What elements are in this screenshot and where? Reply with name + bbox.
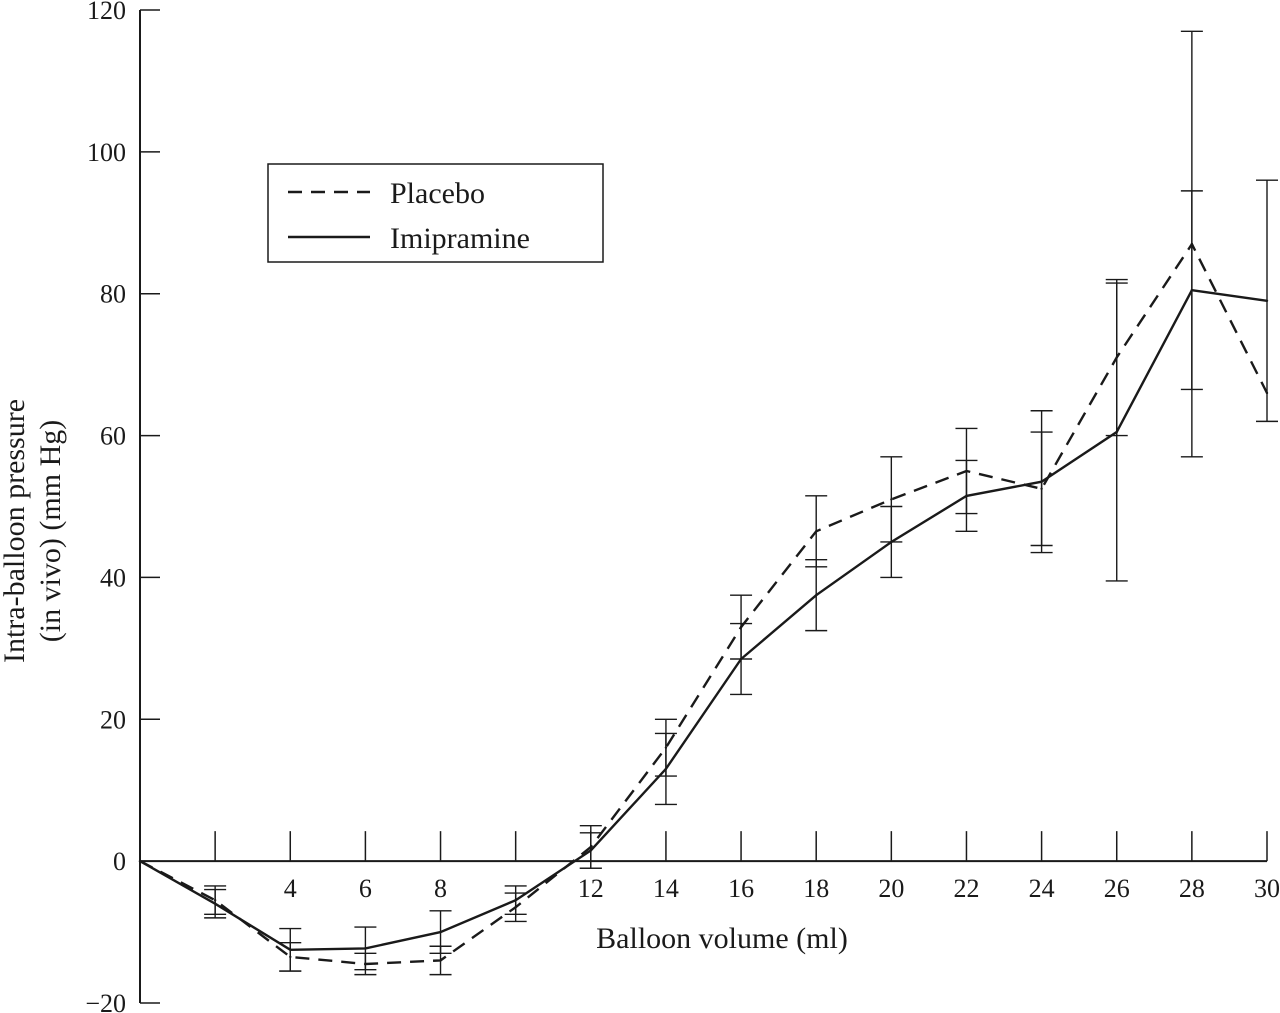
y-tick-label: −20 bbox=[85, 989, 126, 1013]
y-tick-label: 40 bbox=[100, 563, 126, 592]
point-imipramine bbox=[965, 494, 968, 498]
legend: Placebo Imipramine bbox=[267, 163, 604, 263]
point-imipramine bbox=[364, 947, 367, 950]
series-imipramine bbox=[138, 179, 1278, 972]
line-imipramine bbox=[139, 288, 1268, 952]
point-imipramine bbox=[1040, 480, 1043, 483]
point-imipramine bbox=[138, 859, 142, 863]
x-tick-label: 16 bbox=[728, 874, 754, 903]
x-axis-title: Balloon volume (ml) bbox=[596, 922, 848, 955]
x-tick-label: 6 bbox=[359, 874, 372, 903]
x-tick-label: 26 bbox=[1104, 874, 1130, 903]
legend-box bbox=[267, 163, 604, 263]
x-tick-label: 20 bbox=[878, 874, 904, 903]
x-tick-label: 12 bbox=[578, 874, 604, 903]
y-tick-label: 60 bbox=[100, 422, 126, 451]
legend-label-imipramine: Imipramine bbox=[390, 222, 530, 255]
point-imipramine bbox=[664, 767, 668, 771]
point-imipramine bbox=[439, 930, 442, 934]
legend-label-placebo: Placebo bbox=[390, 177, 485, 210]
y-tick-label: 20 bbox=[100, 705, 126, 734]
y-tick-label: 100 bbox=[87, 138, 126, 167]
y-axis-title: Intra-balloon pressure (in vivo) (mm Hg) bbox=[0, 399, 67, 663]
x-tick-label: 4 bbox=[284, 874, 297, 903]
y-tick-label: 0 bbox=[113, 847, 126, 876]
point-placebo bbox=[815, 530, 818, 533]
line-placebo bbox=[139, 241, 1269, 966]
x-tick-label: 18 bbox=[803, 874, 829, 903]
y-axis-title-line-1: Intra-balloon pressure bbox=[0, 399, 31, 663]
point-imipramine bbox=[589, 849, 592, 852]
x-tick-label: 8 bbox=[434, 874, 447, 903]
point-imipramine bbox=[890, 540, 893, 544]
x-tick-label: 30 bbox=[1254, 874, 1280, 903]
y-tick-label: 80 bbox=[100, 280, 126, 309]
y-axis-title-line-2: (in vivo) (mm Hg) bbox=[34, 420, 67, 642]
x-tick-label: 22 bbox=[953, 874, 979, 903]
y-tick-label: 120 bbox=[87, 0, 126, 25]
x-tick-label: 14 bbox=[653, 874, 679, 903]
point-imipramine bbox=[289, 948, 292, 952]
point-imipramine bbox=[815, 593, 818, 597]
point-imipramine bbox=[1115, 430, 1118, 434]
axes: −20 0 20 40 60 80 100 120 4 6 8 12 14 16 18 20 22 24 26 28 3… bbox=[85, 0, 1280, 1013]
point-imipramine bbox=[514, 898, 517, 902]
point-imipramine bbox=[739, 657, 743, 661]
point-imipramine bbox=[1265, 299, 1269, 303]
point-imipramine bbox=[1190, 288, 1194, 292]
x-tick-label: 24 bbox=[1029, 874, 1055, 903]
x-tick-label: 28 bbox=[1179, 874, 1205, 903]
point-placebo bbox=[890, 498, 893, 501]
point-imipramine bbox=[213, 902, 217, 905]
point-placebo bbox=[439, 959, 442, 962]
series-layer bbox=[138, 30, 1278, 976]
